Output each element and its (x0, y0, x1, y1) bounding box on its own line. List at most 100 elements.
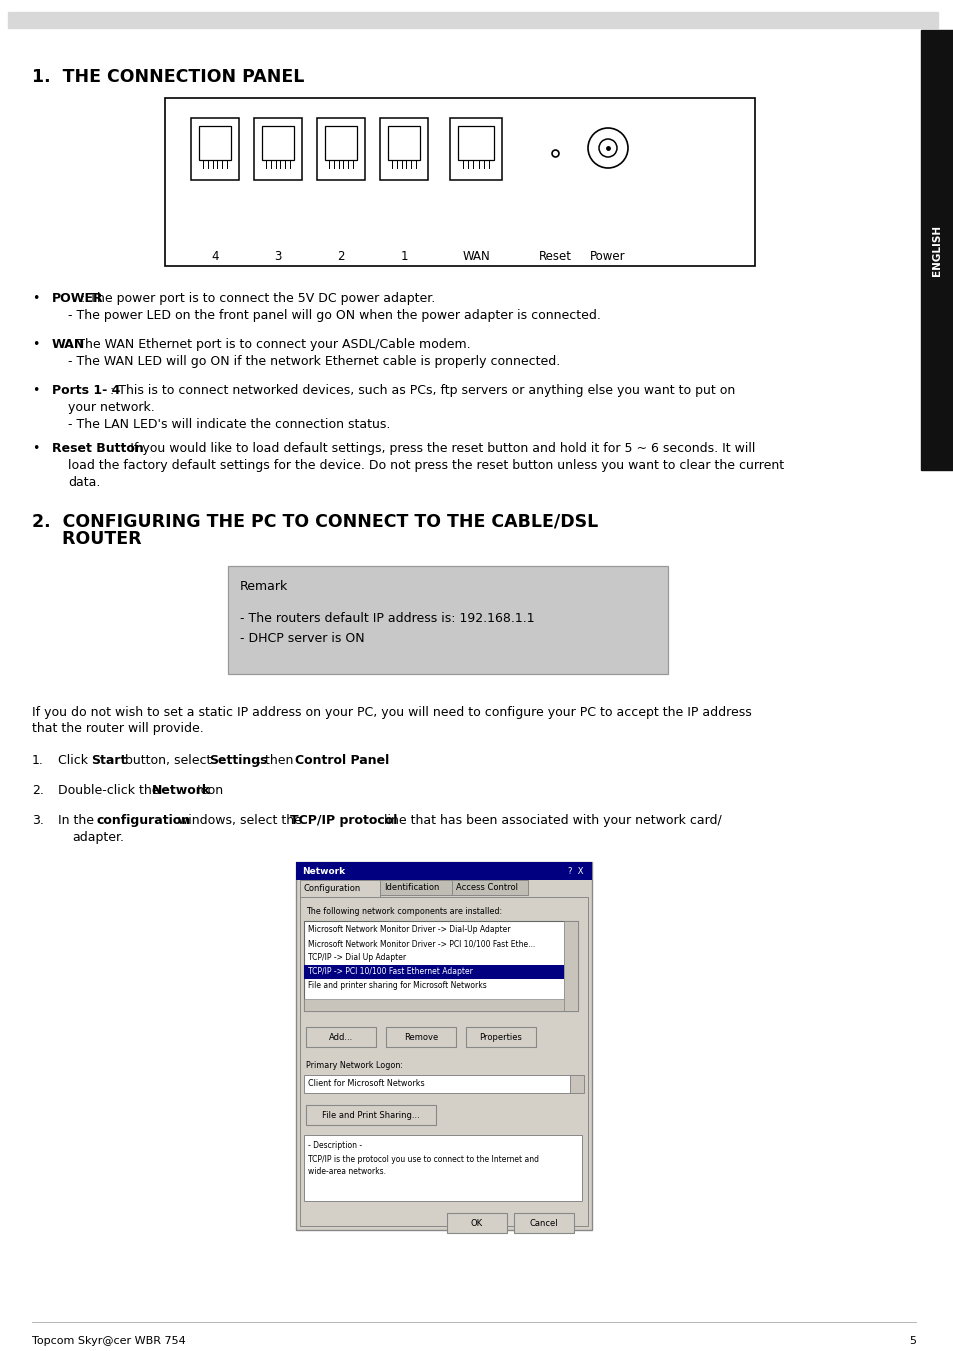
Bar (304, 1135, 581, 1201)
Text: your network.: your network. (68, 401, 154, 413)
Text: TCP/IP -> Dial Up Adapter: TCP/IP -> Dial Up Adapter (308, 954, 406, 962)
Bar (295, 862, 592, 1229)
Bar (8, 12, 937, 28)
Bar (304, 965, 563, 979)
Text: Reset Button: Reset Button (52, 442, 144, 455)
Text: wide-area networks.: wide-area networks. (308, 1167, 386, 1175)
Text: : The WAN Ethernet port is to connect your ASDL/Cable modem.: : The WAN Ethernet port is to connect yo… (70, 338, 471, 351)
Text: : This is to connect networked devices, such as PCs, ftp servers or anything els: : This is to connect networked devices, … (110, 384, 735, 397)
Bar (920, 30, 953, 470)
Text: WAN: WAN (461, 250, 489, 263)
Bar (253, 118, 302, 180)
Bar (457, 126, 493, 161)
Bar (452, 880, 527, 894)
Text: Icon: Icon (193, 784, 223, 797)
Text: 5: 5 (908, 1336, 915, 1346)
Text: 2.  CONFIGURING THE PC TO CONNECT TO THE CABLE/DSL: 2. CONFIGURING THE PC TO CONNECT TO THE … (32, 512, 598, 530)
Text: 3.: 3. (32, 815, 44, 827)
Text: line that has been associated with your network card/: line that has been associated with your … (379, 815, 721, 827)
Bar (387, 126, 420, 161)
Text: Settings: Settings (209, 754, 267, 767)
Text: : If you would like to load default settings, press the reset button and hold it: : If you would like to load default sett… (121, 442, 754, 455)
Text: - The routers default IP address is: 192.168.1.1: - The routers default IP address is: 192… (240, 612, 534, 626)
Text: ENGLISH: ENGLISH (931, 224, 941, 276)
Text: WAN: WAN (52, 338, 85, 351)
Text: Identification: Identification (384, 884, 439, 892)
Text: POWER: POWER (52, 292, 104, 305)
Bar (295, 862, 592, 880)
Text: Reset: Reset (537, 250, 571, 263)
Bar (379, 880, 452, 894)
Bar (304, 921, 578, 1011)
Text: 1: 1 (400, 250, 407, 263)
Text: - DHCP server is ON: - DHCP server is ON (240, 632, 364, 644)
Text: Network: Network (152, 784, 211, 797)
Text: Access Control: Access Control (456, 884, 517, 892)
Text: Ports 1- 4: Ports 1- 4 (52, 384, 120, 397)
Bar (228, 566, 667, 674)
Bar (324, 126, 357, 161)
Text: Double-click the: Double-click the (58, 784, 163, 797)
Text: button, select: button, select (121, 754, 215, 767)
Text: Network: Network (302, 866, 345, 875)
Text: Control Panel: Control Panel (295, 754, 390, 767)
Text: TCP/IP is the protocol you use to connect to the Internet and: TCP/IP is the protocol you use to connec… (308, 1155, 538, 1165)
Text: •: • (32, 442, 39, 455)
Bar (304, 998, 563, 1011)
Text: - The WAN LED will go ON if the network Ethernet cable is properly connected.: - The WAN LED will go ON if the network … (68, 355, 559, 367)
Text: 4: 4 (211, 250, 218, 263)
Text: Client for Microsoft Networks: Client for Microsoft Networks (308, 1079, 424, 1089)
Text: File and Print Sharing...: File and Print Sharing... (322, 1111, 419, 1120)
Bar (563, 921, 578, 1011)
Bar (569, 1075, 583, 1093)
Text: 2: 2 (337, 250, 344, 263)
Text: 3: 3 (274, 250, 281, 263)
Text: Click: Click (58, 754, 91, 767)
Text: configuration: configuration (96, 815, 191, 827)
Circle shape (587, 128, 627, 168)
Text: Remark: Remark (240, 580, 288, 593)
Bar (306, 1105, 436, 1125)
Bar (261, 126, 294, 161)
Text: : The power port is to connect the 5V DC power adapter.: : The power port is to connect the 5V DC… (81, 292, 435, 305)
Bar (306, 1027, 375, 1047)
Text: Power: Power (590, 250, 625, 263)
Text: The following network components are installed:: The following network components are ins… (306, 907, 501, 916)
Text: If you do not wish to set a static IP address on your PC, you will need to confi: If you do not wish to set a static IP ad… (32, 707, 751, 719)
Text: Start: Start (91, 754, 126, 767)
Text: - The power LED on the front panel will go ON when the power adapter is connecte: - The power LED on the front panel will … (68, 309, 600, 322)
Text: ROUTER: ROUTER (32, 530, 141, 549)
Bar (304, 1075, 579, 1093)
Bar (379, 118, 428, 180)
Bar (514, 1213, 574, 1233)
Text: Configuration: Configuration (304, 884, 361, 893)
Text: windows, select the: windows, select the (174, 815, 306, 827)
Text: Microsoft Network Monitor Driver -> PCI 10/100 Fast Ethe...: Microsoft Network Monitor Driver -> PCI … (308, 939, 535, 948)
Text: that the router will provide.: that the router will provide. (32, 721, 204, 735)
Bar (299, 897, 587, 1225)
Text: File and printer sharing for Microsoft Networks: File and printer sharing for Microsoft N… (308, 981, 486, 990)
Text: OK: OK (471, 1219, 482, 1228)
Circle shape (598, 139, 617, 157)
Bar (316, 118, 365, 180)
Text: Remove: Remove (403, 1032, 437, 1042)
Text: , then: , then (256, 754, 297, 767)
Text: Microsoft Network Monitor Driver -> Dial-Up Adapter: Microsoft Network Monitor Driver -> Dial… (308, 925, 510, 935)
Text: 1.: 1. (32, 754, 44, 767)
Text: TCP/IP protocol: TCP/IP protocol (290, 815, 397, 827)
Bar (198, 126, 231, 161)
Text: In the: In the (58, 815, 98, 827)
Text: load the factory default settings for the device. Do not press the reset button : load the factory default settings for th… (68, 459, 783, 471)
Bar (447, 1213, 506, 1233)
Bar (465, 1027, 536, 1047)
Bar (191, 118, 239, 180)
Text: Properties: Properties (479, 1032, 522, 1042)
Text: •: • (32, 292, 39, 305)
Text: adapter.: adapter. (71, 831, 124, 844)
Text: - The LAN LED's will indicate the connection status.: - The LAN LED's will indicate the connec… (68, 417, 390, 431)
Bar (299, 880, 379, 897)
Text: 2.: 2. (32, 784, 44, 797)
Text: Add...: Add... (329, 1032, 353, 1042)
Bar (386, 1027, 456, 1047)
Bar (165, 99, 754, 266)
